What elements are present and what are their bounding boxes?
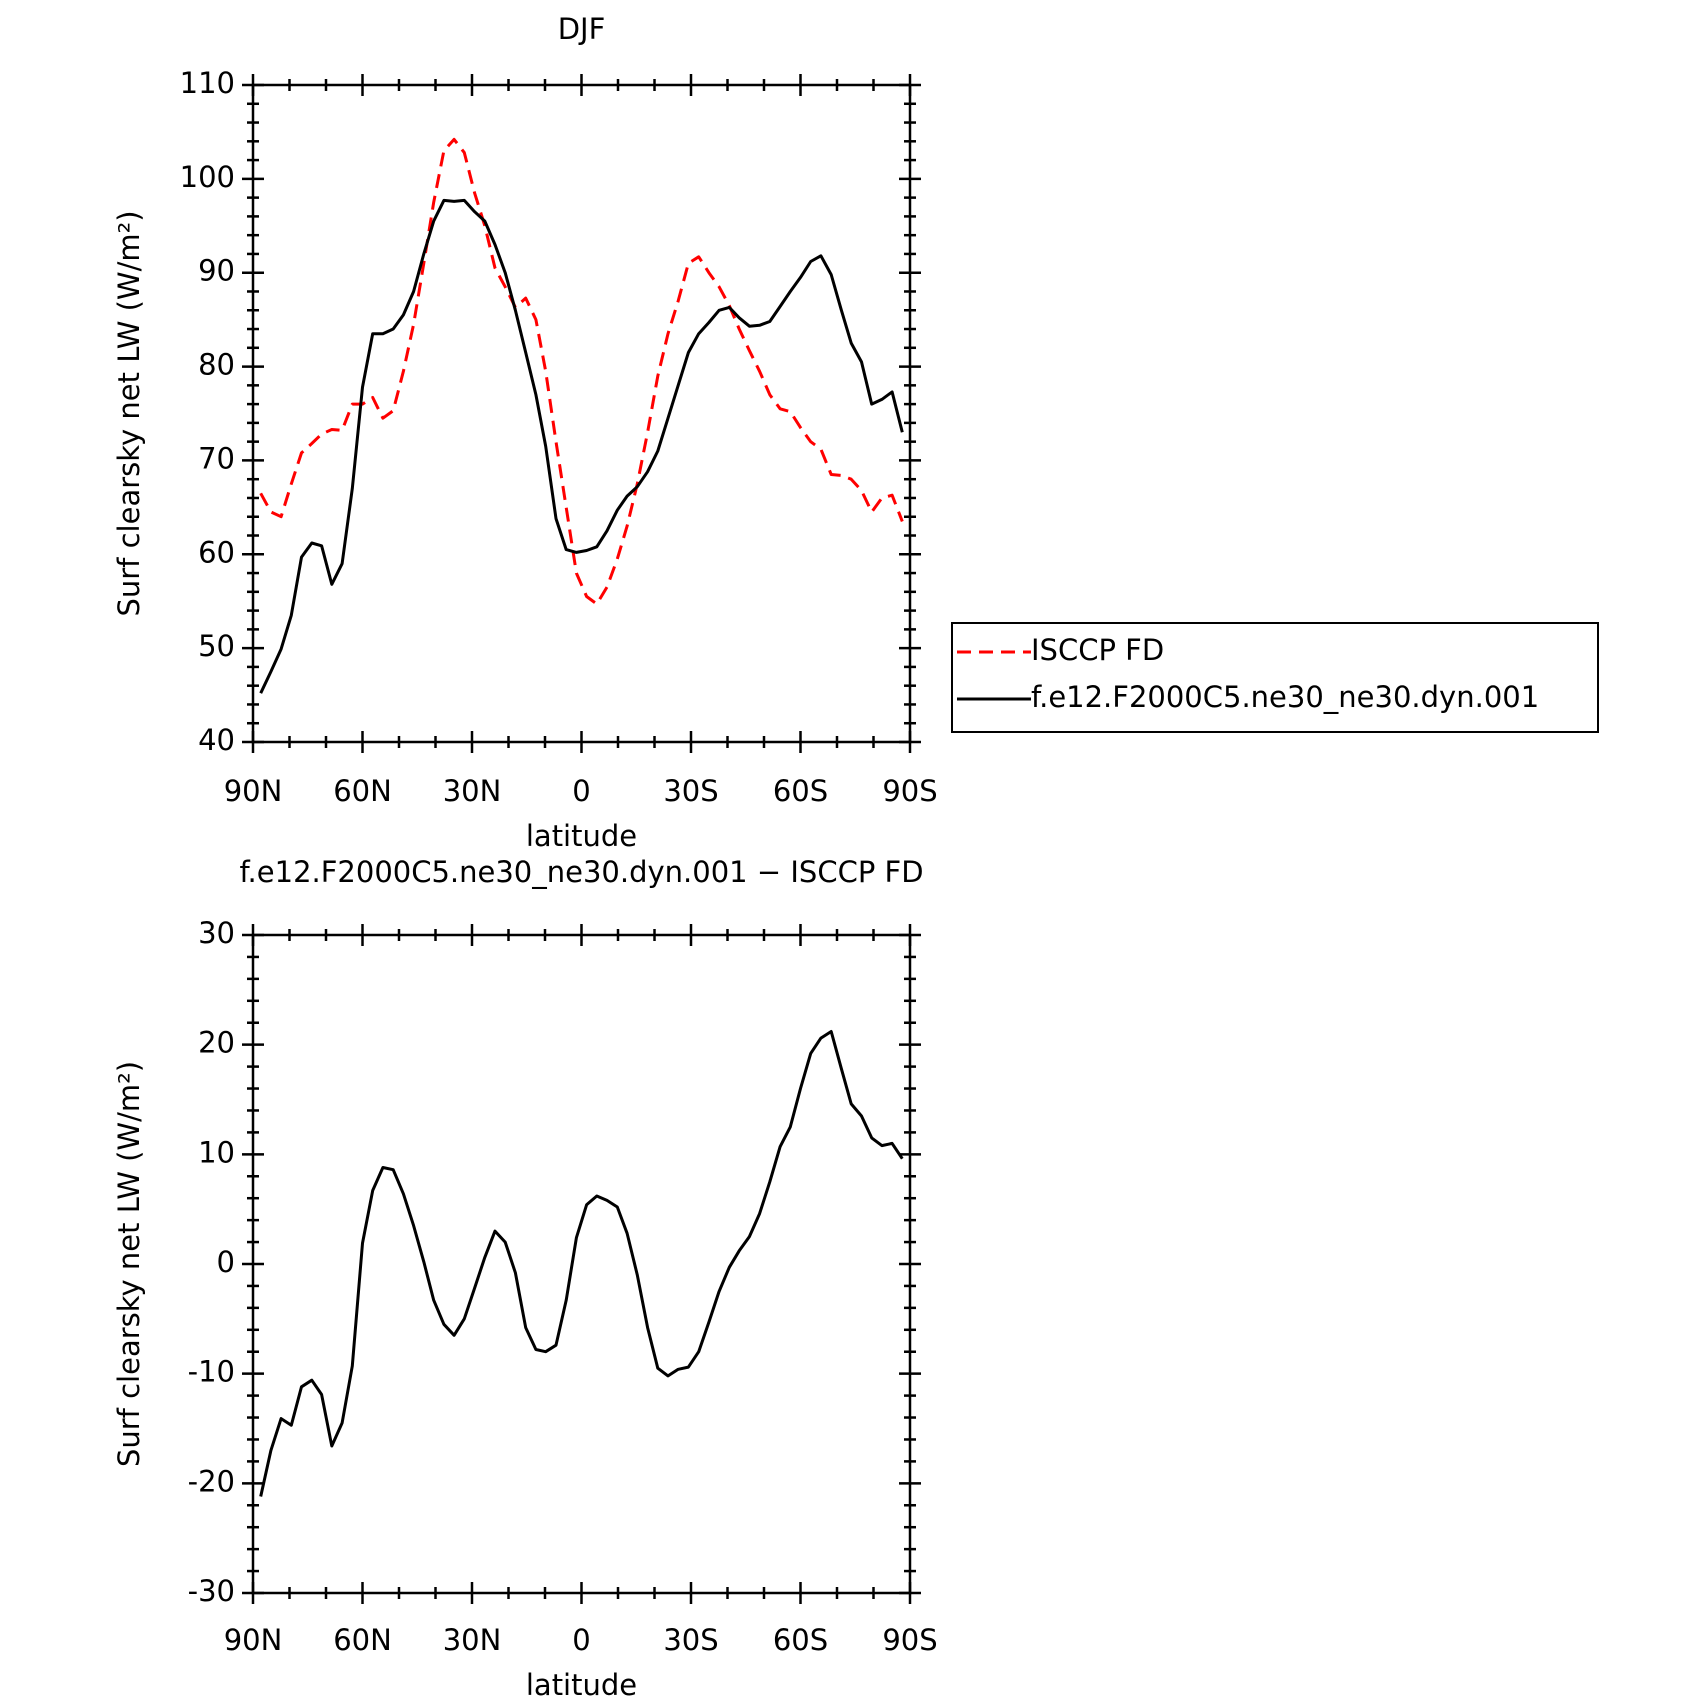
y-axis-label: Surf clearsky net LW (W/m²) xyxy=(112,1061,146,1467)
x-tick-label: 90S xyxy=(882,1623,937,1657)
plot-frame xyxy=(251,83,912,744)
y-tick-label: -20 xyxy=(188,1464,235,1498)
plot-frame xyxy=(251,933,912,1595)
data-line xyxy=(259,198,904,694)
y-tick-label: -30 xyxy=(188,1574,235,1608)
x-tick-label: 90N xyxy=(224,774,283,808)
y-tick-label: -10 xyxy=(188,1355,235,1389)
chart-title: f.e12.F2000C5.ne30_ne30.dyn.001 − ISCCP … xyxy=(239,855,923,889)
y-tick-label: 20 xyxy=(198,1026,235,1060)
legend-box xyxy=(951,622,1599,733)
x-tick-label: 60N xyxy=(333,774,392,808)
y-tick-label: 90 xyxy=(198,254,235,288)
y-tick-label: 40 xyxy=(198,723,235,757)
y-tick-label: 80 xyxy=(198,348,235,382)
x-tick-label: 90N xyxy=(224,1623,283,1657)
legend-label: f.e12.F2000C5.ne30_ne30.dyn.001 xyxy=(1031,680,1539,714)
chart-title: DJF xyxy=(558,12,606,46)
y-tick-label: 10 xyxy=(198,1135,235,1169)
y-tick-label: 30 xyxy=(198,916,235,950)
y-tick-label: 0 xyxy=(217,1245,235,1279)
y-tick-label: 60 xyxy=(198,535,235,569)
x-tick-label: 30N xyxy=(443,774,502,808)
legend-label: ISCCP FD xyxy=(1031,633,1164,667)
x-tick-label: 30N xyxy=(443,1623,502,1657)
y-tick-label: 110 xyxy=(180,66,235,100)
y-tick-label: 70 xyxy=(198,441,235,475)
x-tick-label: 0 xyxy=(572,1623,590,1657)
x-tick-label: 60S xyxy=(773,1623,828,1657)
y-tick-label: 50 xyxy=(198,629,235,663)
data-line xyxy=(259,137,904,606)
x-tick-label: 30S xyxy=(663,1623,718,1657)
data-line xyxy=(259,1030,904,1497)
y-axis-label: Surf clearsky net LW (W/m²) xyxy=(112,210,146,616)
x-tick-label: 60N xyxy=(333,1623,392,1657)
x-tick-label: 30S xyxy=(663,774,718,808)
x-axis-label: latitude xyxy=(526,1668,637,1702)
x-tick-label: 90S xyxy=(882,774,937,808)
x-axis-label: latitude xyxy=(526,819,637,853)
x-tick-label: 0 xyxy=(572,774,590,808)
y-tick-label: 100 xyxy=(180,160,235,194)
x-tick-label: 60S xyxy=(773,774,828,808)
